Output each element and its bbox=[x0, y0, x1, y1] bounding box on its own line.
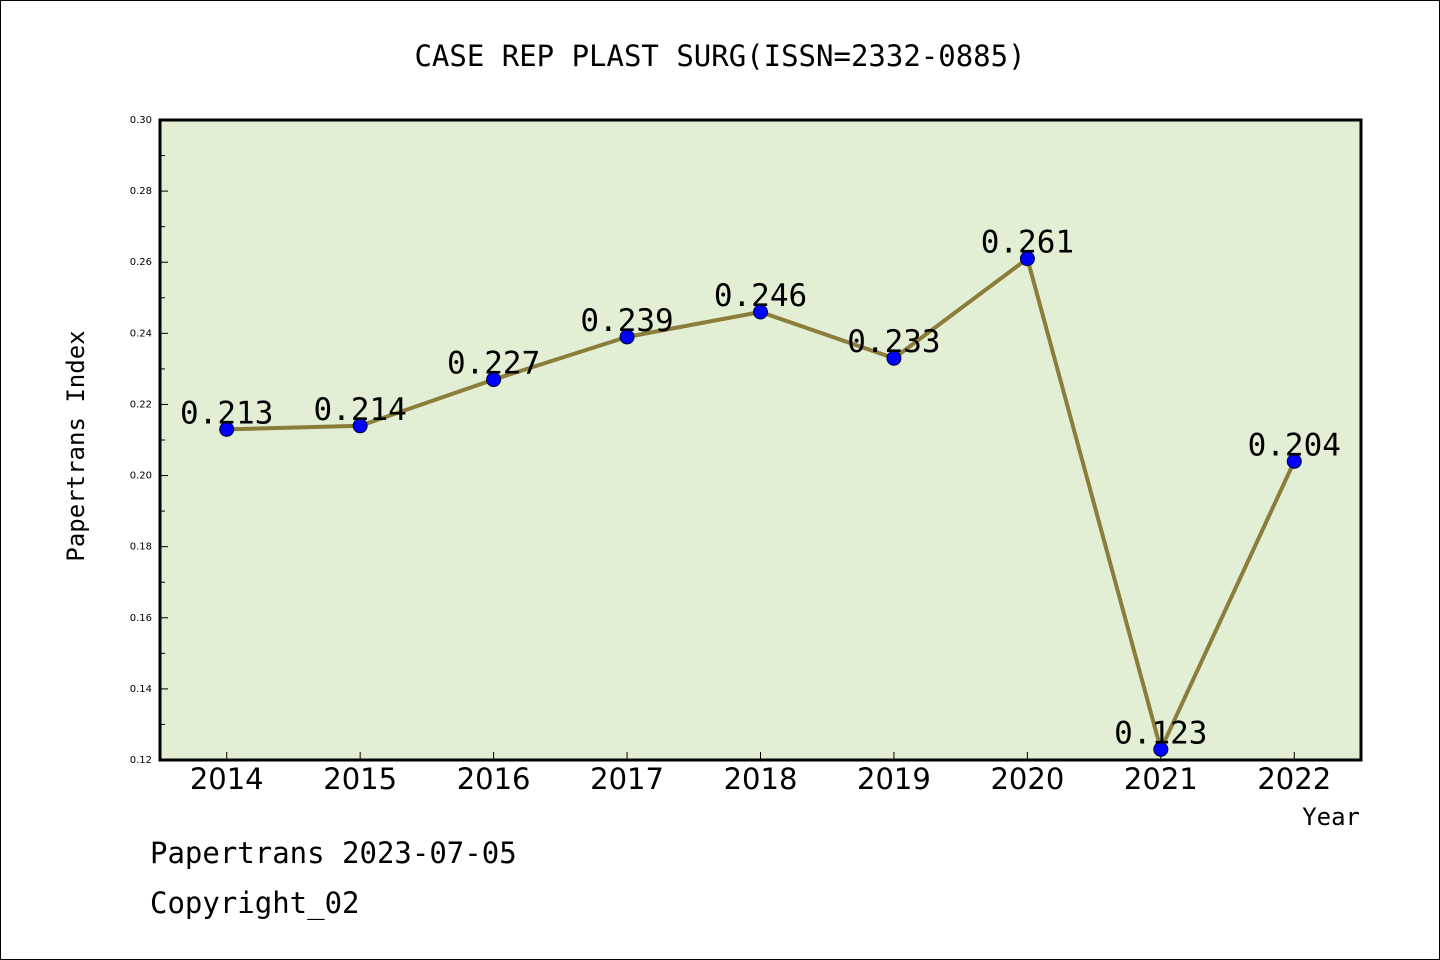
data-label: 0.213 bbox=[180, 395, 273, 431]
plot-area bbox=[158, 118, 1363, 762]
data-label: 0.123 bbox=[1114, 715, 1207, 751]
footer-copyright: Copyright_02 bbox=[150, 886, 360, 920]
footer-date: Papertrans 2023-07-05 bbox=[150, 836, 517, 870]
y-tick-label: 0.30 bbox=[130, 115, 152, 126]
x-tick-label: 2015 bbox=[323, 762, 397, 796]
y-axis: 0.12 0.14 0.16 0.18 0.20 0.22 0.24 0.26 0.28 0.30 bbox=[130, 115, 168, 766]
data-point bbox=[1019, 251, 1035, 267]
data-label: 0.239 bbox=[580, 303, 673, 339]
x-tick-label: 2016 bbox=[457, 762, 531, 796]
x-tick-label: 2018 bbox=[724, 762, 798, 796]
data-point bbox=[1286, 453, 1302, 469]
y-tick-label: 0.14 bbox=[130, 684, 152, 695]
series-group: 0.213 0.214 0.227 0.239 0.246 0.233 0.261 0.123… bbox=[180, 225, 1341, 757]
data-point bbox=[619, 329, 635, 345]
y-tick-label: 0.26 bbox=[130, 257, 152, 268]
data-label: 0.261 bbox=[981, 225, 1074, 261]
y-tick-label: 0.20 bbox=[130, 471, 152, 482]
data-point bbox=[1153, 741, 1169, 757]
x-axis: 2014 2015 2016 2017 2018 2019 2020 2021 2022 bbox=[190, 752, 1331, 796]
y-axis-label: Papertrans Index bbox=[62, 330, 90, 561]
x-tick-label: 2022 bbox=[1257, 762, 1331, 796]
y-tick-label: 0.28 bbox=[130, 186, 152, 197]
data-point bbox=[886, 350, 902, 366]
data-label: 0.233 bbox=[847, 324, 940, 360]
y-tick-label: 0.22 bbox=[130, 399, 152, 410]
data-label: 0.214 bbox=[314, 392, 407, 428]
data-label: 0.227 bbox=[447, 346, 540, 382]
y-tick-label: 0.16 bbox=[130, 613, 152, 624]
x-tick-label: 2017 bbox=[590, 762, 664, 796]
x-tick-label: 2020 bbox=[990, 762, 1064, 796]
data-point bbox=[486, 372, 502, 388]
y-tick-label: 0.18 bbox=[130, 542, 152, 553]
data-point bbox=[352, 418, 368, 434]
x-tick-label: 2021 bbox=[1124, 762, 1198, 796]
data-point bbox=[219, 421, 235, 437]
y-tick-label: 0.12 bbox=[130, 755, 152, 766]
chart-title: CASE REP PLAST SURG(ISSN=2332-0885) bbox=[414, 39, 1025, 73]
x-axis-label: Year bbox=[1302, 803, 1360, 831]
data-point bbox=[753, 304, 768, 320]
data-label: 0.246 bbox=[714, 278, 807, 314]
x-tick-label: 2019 bbox=[857, 762, 931, 796]
x-tick-label: 2014 bbox=[190, 762, 264, 796]
data-label: 0.204 bbox=[1248, 427, 1341, 463]
y-tick-label: 0.24 bbox=[130, 328, 152, 339]
